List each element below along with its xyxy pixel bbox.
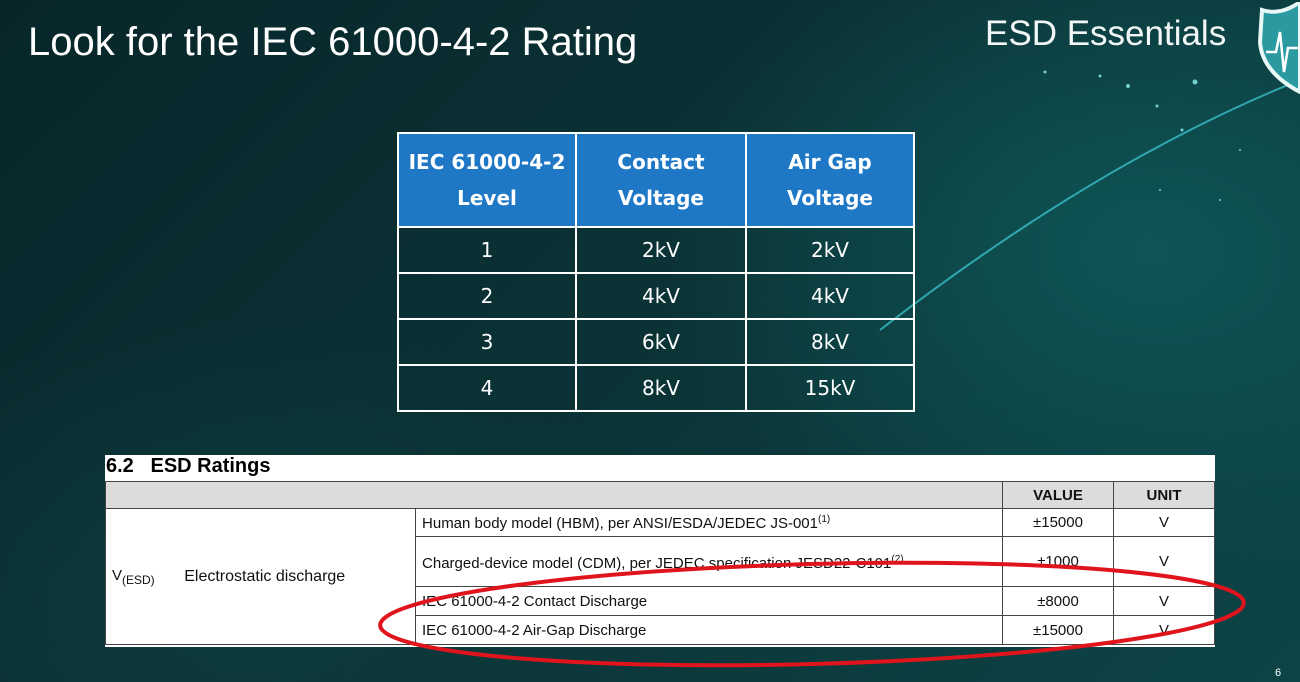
cell: 4kV [575,272,747,320]
brand-name: ESD Essentials [985,14,1227,53]
table-row: 3 6kV 8kV [397,318,915,366]
symbol-sub: (ESD) [122,572,155,587]
note: (1) [818,513,831,525]
iec-level-table: IEC 61000-4-2 Level Contact Voltage Air … [397,132,915,412]
table-row: V(ESD) Electrostatic discharge Human bod… [105,508,1215,645]
cell: 6kV [575,318,747,366]
esd-ratings-table: VALUE UNIT V(ESD) Electrostatic discharg… [105,481,1215,645]
cell: 2kV [745,226,915,274]
cell: 15kV [745,364,915,412]
condition: IEC 61000-4-2 Air-Gap Discharge [415,615,1003,645]
datasheet-excerpt: 6.2 ESD Ratings VALUE UNIT V(ESD) Electr… [105,455,1215,647]
parameter: Electrostatic discharge [178,508,417,645]
symbol: V [112,566,123,584]
table-row: 4 8kV 15kV [397,364,915,412]
unit: V [1113,615,1215,645]
cell: 4 [397,364,577,412]
cell: 3 [397,318,577,366]
slide-title: Look for the IEC 61000-4-2 Rating [28,20,638,64]
condition: Human body model (HBM), per ANSI/ESDA/JE… [422,514,818,532]
header-level: IEC 61000-4-2 Level [397,132,577,228]
header-airgap: Air Gap Voltage [745,132,915,228]
header-contact: Contact Voltage [575,132,747,228]
cell: 8kV [575,364,747,412]
section-title: 6.2 ESD Ratings [106,455,271,477]
shield-heartbeat-icon [1257,2,1300,94]
unit: V [1113,586,1215,616]
condition: IEC 61000-4-2 Contact Discharge [415,586,1003,616]
table-row: 1 2kV 2kV [397,226,915,274]
cell: 4kV [745,272,915,320]
cell: 1 [397,226,577,274]
value: ±1000 [1002,536,1114,587]
unit: V [1113,508,1215,537]
value: ±15000 [1002,508,1114,537]
value: ±8000 [1002,586,1114,616]
condition: Charged-device model (CDM), per JEDEC sp… [422,555,892,572]
note: (2) [891,554,904,565]
value: ±15000 [1002,615,1114,645]
table-row: 2 4kV 4kV [397,272,915,320]
header-value: VALUE [1002,481,1114,509]
cell: 2kV [575,226,747,274]
cell: 8kV [745,318,915,366]
cell: 2 [397,272,577,320]
unit: V [1113,536,1215,587]
page-number: 6 [1275,667,1282,679]
header-unit: UNIT [1113,481,1215,509]
